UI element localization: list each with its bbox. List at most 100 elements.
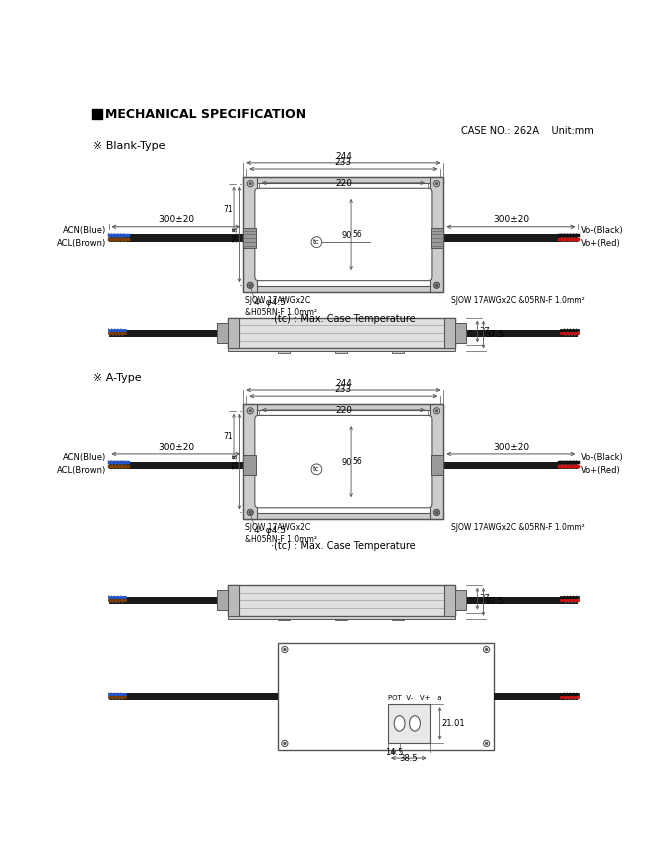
Bar <box>217 590 228 610</box>
Text: 37.5: 37.5 <box>485 330 504 339</box>
Text: 300±20: 300±20 <box>493 216 529 224</box>
Text: Vo-(Black)
Vo+(Red): Vo-(Black) Vo+(Red) <box>580 225 623 248</box>
Bar <box>243 177 444 293</box>
Circle shape <box>436 284 438 287</box>
Bar <box>243 177 257 293</box>
Text: 14.5: 14.5 <box>385 748 403 758</box>
Circle shape <box>249 284 251 287</box>
Ellipse shape <box>394 715 405 731</box>
Circle shape <box>249 183 251 185</box>
Bar <box>431 229 444 249</box>
Bar <box>92 109 102 119</box>
Text: MECHANICAL SPECIFICATION: MECHANICAL SPECIFICATION <box>105 108 307 121</box>
Text: ACN(Blue)
ACL(Brown): ACN(Blue) ACL(Brown) <box>57 453 107 475</box>
Text: ·(tc) : Max. Case Temperature: ·(tc) : Max. Case Temperature <box>271 541 415 551</box>
Circle shape <box>249 512 251 513</box>
Text: 244: 244 <box>335 379 352 387</box>
Bar <box>243 513 444 520</box>
FancyBboxPatch shape <box>255 415 432 507</box>
Text: 37: 37 <box>479 594 490 603</box>
Bar <box>392 615 404 620</box>
Circle shape <box>436 512 438 513</box>
Text: tc: tc <box>313 239 320 245</box>
Text: 300±20: 300±20 <box>158 443 194 451</box>
Bar <box>444 235 578 243</box>
Circle shape <box>436 410 438 412</box>
Text: 21.01: 21.01 <box>441 719 465 728</box>
Bar <box>228 318 455 349</box>
Text: 37: 37 <box>479 327 490 336</box>
Text: ·(tc) : Max. Case Temperature: ·(tc) : Max. Case Temperature <box>271 314 415 324</box>
Text: tc: tc <box>313 466 320 472</box>
Bar <box>335 615 347 620</box>
Bar <box>455 597 578 604</box>
Bar <box>243 404 444 520</box>
Circle shape <box>436 284 438 287</box>
Bar <box>335 349 347 353</box>
Text: 300±20: 300±20 <box>158 216 194 224</box>
Ellipse shape <box>409 715 420 731</box>
Circle shape <box>436 512 438 513</box>
Bar <box>243 286 444 293</box>
Text: ACN(Blue)
ACL(Brown): ACN(Blue) ACL(Brown) <box>57 225 107 248</box>
Circle shape <box>436 183 438 185</box>
Text: SJOW 17AWGx2C &05RN-F 1.0mm²: SJOW 17AWGx2C &05RN-F 1.0mm² <box>451 523 585 532</box>
Bar <box>444 318 455 349</box>
Circle shape <box>249 512 251 513</box>
Bar <box>392 349 404 353</box>
Bar <box>388 704 430 743</box>
Text: 71: 71 <box>224 432 233 441</box>
Text: 244: 244 <box>335 152 352 161</box>
Bar <box>444 585 455 615</box>
Circle shape <box>486 742 488 745</box>
Text: 90: 90 <box>342 230 352 240</box>
Text: 71: 71 <box>224 205 233 214</box>
Bar <box>228 585 455 615</box>
Text: 53.8: 53.8 <box>232 227 239 243</box>
Bar <box>243 229 255 249</box>
Text: 300±20: 300±20 <box>493 443 529 451</box>
Bar <box>429 404 444 520</box>
Text: 56: 56 <box>352 457 362 466</box>
Bar <box>109 597 228 604</box>
Bar <box>444 462 578 469</box>
Bar <box>455 330 578 337</box>
Bar <box>429 177 444 293</box>
Text: 233: 233 <box>335 385 352 394</box>
Text: 220: 220 <box>335 180 352 188</box>
FancyBboxPatch shape <box>255 188 432 280</box>
Text: 38.5: 38.5 <box>399 754 418 764</box>
Text: 4- φ4.5: 4- φ4.5 <box>254 526 286 534</box>
Bar <box>228 615 455 619</box>
Text: ※ Blank-Type: ※ Blank-Type <box>93 141 165 150</box>
Circle shape <box>249 410 251 412</box>
Text: 4- φ4.5: 4- φ4.5 <box>254 299 286 307</box>
Text: Vo-(Black)
Vo+(Red): Vo-(Black) Vo+(Red) <box>580 453 623 475</box>
Bar <box>243 404 444 410</box>
Text: SJOW 17AWGx2C
&H05RN-F 1.0mm²: SJOW 17AWGx2C &H05RN-F 1.0mm² <box>245 523 317 544</box>
Text: 220: 220 <box>335 406 352 415</box>
Circle shape <box>284 649 286 651</box>
Bar <box>109 462 243 469</box>
Bar <box>243 456 255 476</box>
Bar <box>109 330 228 337</box>
Text: SJOW 17AWGx2C
&H05RN-F 1.0mm²: SJOW 17AWGx2C &H05RN-F 1.0mm² <box>245 296 317 317</box>
Bar <box>109 693 278 700</box>
Bar <box>243 404 257 520</box>
Circle shape <box>284 742 286 745</box>
Text: 56: 56 <box>352 230 362 239</box>
Bar <box>278 615 290 620</box>
Text: CASE NO.: 262A    Unit:mm: CASE NO.: 262A Unit:mm <box>461 125 594 135</box>
Bar <box>109 235 243 243</box>
Bar <box>431 456 444 476</box>
Bar <box>455 323 466 343</box>
Text: ※ A-Type: ※ A-Type <box>93 373 142 383</box>
Bar <box>217 323 228 343</box>
Text: SJOW 17AWGx2C &05RN-F 1.0mm²: SJOW 17AWGx2C &05RN-F 1.0mm² <box>451 296 585 305</box>
Bar <box>494 693 578 700</box>
Text: 90: 90 <box>342 458 352 467</box>
Bar <box>228 349 455 351</box>
Text: 53.8: 53.8 <box>232 454 239 469</box>
Text: POT  V-   V+   a: POT V- V+ a <box>388 695 442 701</box>
Bar <box>228 585 239 615</box>
